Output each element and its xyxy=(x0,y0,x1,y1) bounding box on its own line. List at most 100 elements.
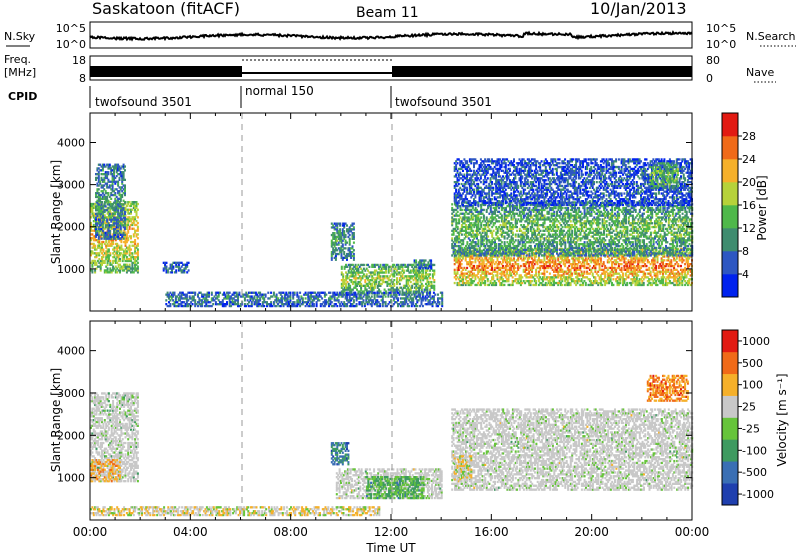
power-echo-cell xyxy=(124,210,126,214)
power-echo-cell xyxy=(134,256,137,259)
power-echo-cell xyxy=(115,174,118,178)
power-echo-cell xyxy=(336,252,339,256)
station-title: Saskatoon (fitACF) xyxy=(92,0,240,18)
power-echo-cell xyxy=(529,268,532,271)
power-echo-cell xyxy=(134,261,137,264)
power-echo-cell xyxy=(477,266,480,270)
power-echo-cell xyxy=(134,248,137,251)
power-echo-cell xyxy=(107,224,110,227)
power-echo-cell xyxy=(511,237,514,240)
power-echo-cell xyxy=(122,173,125,176)
power-echo-cell xyxy=(337,237,340,240)
power-echo-cell xyxy=(503,259,506,262)
power-echo-cell xyxy=(575,283,578,287)
power-echo-cell xyxy=(619,281,622,285)
power-echo-cell xyxy=(641,247,644,251)
power-echo-cell xyxy=(564,270,567,273)
power-echo-cell xyxy=(623,257,626,260)
power-echo-cell xyxy=(425,273,427,276)
power-echo-cell xyxy=(130,218,132,221)
power-echo-cell xyxy=(184,265,187,268)
power-echo-cell xyxy=(130,202,132,206)
power-echo-cell xyxy=(586,270,589,273)
power-echo-cell xyxy=(96,182,99,185)
power-echo-cell xyxy=(496,278,499,281)
power-echo-cell xyxy=(91,208,94,211)
power-echo-cell xyxy=(396,286,398,289)
power-echo-cell xyxy=(379,282,382,286)
power-echo-cell xyxy=(649,281,652,285)
power-echo-cell xyxy=(396,288,398,291)
power-echo-cell xyxy=(103,165,106,168)
power-echo-cell xyxy=(107,193,110,197)
power-echo-cell xyxy=(134,267,137,270)
power-echo-cell xyxy=(369,284,372,287)
power-echo-cell xyxy=(106,261,109,264)
power-echo-cell xyxy=(112,220,115,223)
power-echo-cell xyxy=(478,261,481,264)
power-echo-cell xyxy=(594,257,597,260)
power-echo-cell xyxy=(470,261,473,264)
power-echo-cell xyxy=(106,171,109,174)
power-echo-cell xyxy=(546,278,549,281)
power-echo-cell xyxy=(481,264,484,268)
power-echo-cell xyxy=(352,232,355,235)
power-echo-cell xyxy=(340,247,343,250)
power-echo-cell xyxy=(352,235,355,239)
power-echo-cell xyxy=(397,271,400,274)
power-echo-cell xyxy=(122,209,125,212)
power-echo-cell xyxy=(595,281,598,285)
power-echo-cell xyxy=(423,290,426,293)
power-echo-cell xyxy=(128,269,131,272)
power-echo-cell xyxy=(579,251,582,254)
power-echo-cell xyxy=(135,204,138,208)
power-echo-cell xyxy=(114,180,117,183)
power-echo-cell xyxy=(350,224,353,227)
power-echo-cell xyxy=(565,272,568,275)
power-echo-cell xyxy=(586,247,589,251)
power-echo-cell xyxy=(127,201,130,204)
power-echo-cell xyxy=(90,239,92,242)
power-echo-cell xyxy=(627,268,630,271)
power-echo-cell xyxy=(649,263,652,266)
power-echo-cell xyxy=(125,250,128,253)
power-echo-cell xyxy=(132,256,135,259)
power-echo-cell xyxy=(100,224,103,227)
power-echo-cell xyxy=(547,261,550,264)
power-echo-cell xyxy=(408,284,411,287)
power-echo-cell xyxy=(336,239,339,242)
power-echo-cell xyxy=(455,259,458,262)
power-echo-cell xyxy=(544,266,547,270)
power-echo-cell xyxy=(340,282,343,286)
power-echo-cell xyxy=(456,283,459,287)
power-echo-cell xyxy=(564,263,567,266)
power-echo-cell xyxy=(496,257,499,260)
power-echo-cell xyxy=(127,257,130,261)
power-echo-cell xyxy=(423,275,426,278)
power-echo-cell xyxy=(591,283,594,287)
power-echo-cell xyxy=(475,255,478,258)
power-echo-cell xyxy=(135,246,138,249)
power-echo-cell xyxy=(92,252,95,255)
power-echo-cell xyxy=(557,281,560,285)
power-echo-cell xyxy=(339,235,342,239)
power-echo-cell xyxy=(112,240,115,244)
power-echo-cell xyxy=(396,279,398,282)
power-echo-cell xyxy=(542,272,544,275)
power-echo-cell xyxy=(107,222,110,225)
power-echo-cell xyxy=(102,261,105,264)
power-echo-cell xyxy=(115,229,118,233)
power-echo-cell xyxy=(480,216,483,219)
power-echo-cell xyxy=(351,232,354,235)
power-echo-cell xyxy=(98,252,101,255)
power-echo-cell xyxy=(111,224,114,227)
power-echo-cell xyxy=(583,264,586,268)
power-echo-cell xyxy=(130,256,132,259)
power-echo-cell xyxy=(131,256,134,259)
power-echo-cell xyxy=(526,259,529,262)
power-echo-cell xyxy=(619,263,622,266)
power-echo-cell xyxy=(504,266,507,270)
power-echo-cell xyxy=(97,173,100,176)
power-echo-cell xyxy=(376,275,379,278)
power-echo-cell xyxy=(555,276,558,279)
